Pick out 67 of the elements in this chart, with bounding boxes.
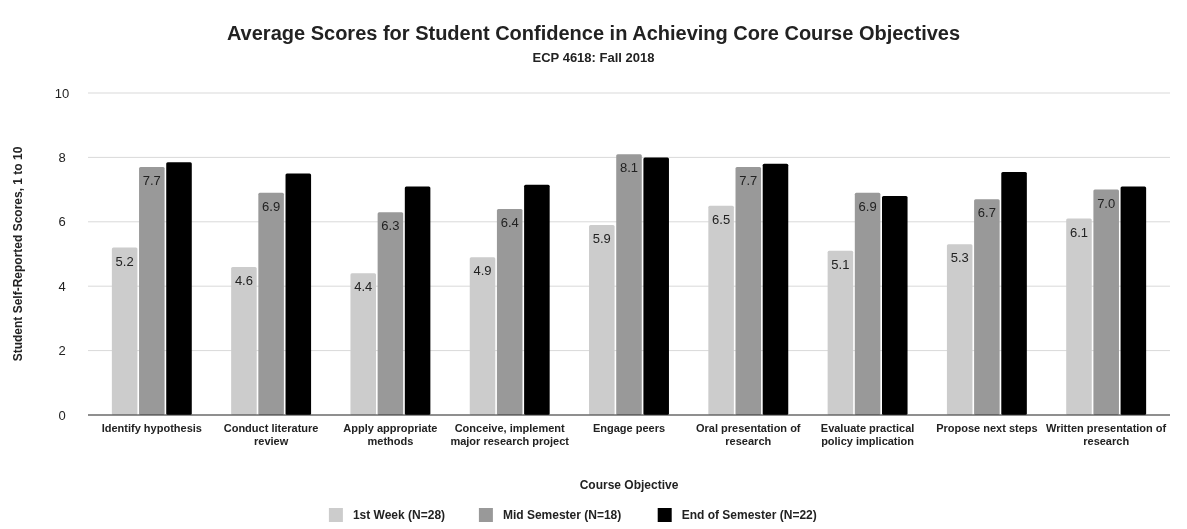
chart-subtitle: ECP 4618: Fall 2018 — [532, 50, 655, 65]
bar — [708, 205, 734, 415]
y-tick-label: 10 — [54, 85, 70, 101]
y-tick-label: 6 — [58, 214, 66, 230]
x-tick-label: Identify hypothesis — [101, 422, 202, 434]
data-label: 4.9 — [473, 263, 492, 279]
data-label: 4.6 — [234, 272, 253, 288]
bar — [469, 257, 496, 415]
bar — [762, 163, 789, 415]
y-axis-title: Student Self-Reported Scores, 1 to 10 — [11, 146, 25, 362]
data-label: 6.5 — [712, 211, 731, 227]
bar — [1001, 171, 1027, 415]
data-label: 6.7 — [977, 205, 996, 221]
bar — [589, 225, 615, 415]
x-tick-label: Written presentation of research — [1046, 422, 1167, 447]
bar — [854, 192, 881, 415]
bar — [616, 154, 642, 415]
data-label: 5.9 — [592, 231, 611, 247]
data-label: 7.7 — [739, 173, 758, 189]
data-label: 5.2 — [115, 253, 134, 269]
x-tick-label: Propose next steps — [936, 422, 1038, 434]
data-label: 6.9 — [262, 198, 281, 214]
bar — [882, 196, 908, 415]
x-tick-label: Conceive, implement major research project — [450, 422, 570, 447]
bar — [1066, 218, 1092, 415]
x-tick-label: Engage peers — [592, 422, 666, 434]
x-tick-label: Oral presentation of research — [696, 422, 801, 447]
bar — [404, 186, 431, 415]
bar — [735, 167, 762, 415]
bar — [111, 247, 138, 415]
data-label: 7.0 — [1097, 195, 1116, 211]
data-label: 7.7 — [142, 173, 161, 189]
x-tick-label: Evaluate practical policy implication — [820, 422, 915, 447]
data-label: 6.4 — [500, 214, 519, 230]
chart-title: Average Scores for Student Confidence in Achieving Core Course Objectives — [226, 22, 961, 44]
bar — [231, 266, 257, 415]
data-label: 5.1 — [831, 256, 850, 272]
data-label: 6.1 — [1069, 224, 1089, 240]
data-label: 6.3 — [381, 218, 400, 234]
data-label: 4.4 — [354, 279, 373, 295]
x-tick-label: Apply appropriate methods — [343, 422, 438, 447]
bar — [496, 208, 523, 415]
legend-label: Mid Semester (N=18) — [502, 508, 622, 522]
bar — [1093, 189, 1119, 415]
legend-label: End of Semester (N=22) — [681, 508, 817, 522]
data-label: 6.9 — [858, 198, 877, 214]
bar — [643, 157, 669, 415]
data-label: 5.3 — [950, 250, 969, 266]
bar — [946, 244, 973, 415]
bar — [524, 184, 550, 415]
bar — [285, 173, 312, 415]
bar — [1120, 186, 1147, 415]
bar — [139, 167, 165, 415]
x-tick-label: Conduct literature review — [223, 422, 319, 447]
y-tick-label: 2 — [58, 343, 66, 359]
bar — [166, 162, 192, 415]
y-tick-label: 0 — [58, 407, 66, 423]
y-tick-label: 4 — [58, 278, 66, 294]
bar — [258, 192, 284, 415]
y-tick-label: 8 — [58, 149, 66, 165]
bar — [350, 273, 376, 415]
legend-label: 1st Week (N=28) — [352, 508, 446, 522]
bar — [974, 199, 1000, 415]
data-label: 8.1 — [619, 160, 639, 176]
x-axis-title: Course Objective — [579, 478, 679, 492]
bar — [377, 212, 404, 415]
bar — [827, 250, 854, 415]
